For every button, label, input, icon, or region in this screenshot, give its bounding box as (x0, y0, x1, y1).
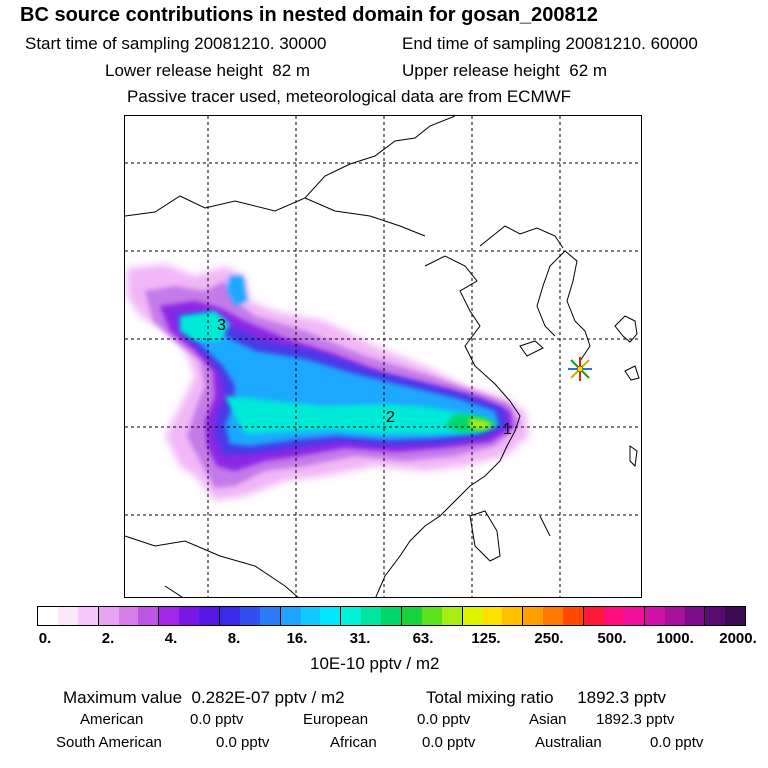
colorbar-segment (320, 607, 342, 625)
region-african-value: 0.0 pptv (422, 734, 476, 751)
region-south-american: South American (56, 734, 162, 751)
colorbar-segment (381, 607, 403, 625)
colorbar-segment (523, 607, 544, 625)
region-australian-value: 0.0 pptv (650, 734, 704, 751)
colorbar-segment (584, 607, 604, 625)
region-south-american-value: 0.0 pptv (216, 734, 270, 751)
colorbar-tick-label: 500. (597, 630, 627, 647)
end-label: End time of sampling (402, 34, 561, 53)
end-time: End time of sampling 20081210. 60000 (402, 34, 698, 54)
maximum-value: Maximum value 0.282E-07 pptv / m2 (63, 688, 345, 708)
colorbar (37, 606, 746, 626)
colorbar-segment (179, 607, 200, 625)
colorbar-segment (543, 607, 564, 625)
region-european: European (303, 711, 369, 728)
colorbar-tick-label: 63. (412, 630, 434, 647)
colorbar-tick-label: 250. (534, 630, 564, 647)
upper-release: Upper release height 62 m (402, 61, 607, 81)
colorbar-segment (98, 607, 119, 625)
colorbar-segment (138, 607, 160, 625)
total-mixing-ratio: Total mixing ratio 1892.3 pptv (426, 688, 666, 708)
start-time: Start time of sampling 20081210. 30000 (25, 34, 327, 54)
colorbar-tick-label: 8. (227, 630, 241, 647)
source-label-3: 3 (217, 317, 226, 334)
upper-value: 62 m (569, 61, 608, 80)
colorbar-segment (462, 607, 483, 625)
region-european-value: 0.0 pptv (417, 711, 471, 728)
colorbar-tick-label: 0. (38, 630, 52, 647)
start-value: 20081210. 30000 (194, 34, 327, 53)
map-canvas: 1 2 3 (125, 116, 641, 597)
page-title: BC source contributions in nested domain… (20, 4, 598, 26)
colorbar-tick-label: 1000. (656, 630, 694, 647)
colorbar-segment (57, 607, 78, 625)
colorbar-segment (77, 607, 99, 625)
total-value: 1892.3 pptv (577, 688, 667, 707)
tracer-note: Passive tracer used, meteorological data… (127, 87, 572, 106)
lower-release: Lower release height 82 m (105, 61, 310, 81)
colorbar-segment (421, 607, 442, 625)
colorbar-segment (623, 607, 645, 625)
concentration-plume (127, 264, 529, 501)
colorbar-segment (482, 607, 503, 625)
lower-value: 82 m (272, 61, 311, 80)
colorbar-tick-label: 2000. (719, 630, 757, 647)
end-value: 20081210. 60000 (565, 34, 698, 53)
colorbar-segment (684, 607, 706, 625)
source-label-1: 1 (503, 421, 512, 438)
colorbar-segment (300, 607, 321, 625)
graticule (125, 116, 641, 597)
colorbar-segment (361, 607, 382, 625)
colorbar-segment (603, 607, 624, 625)
region-australian: Australian (535, 734, 602, 751)
coastlines (125, 116, 640, 597)
colorbar-segment (159, 607, 180, 625)
max-label: Maximum value (63, 688, 183, 707)
colorbar-tick-label: 31. (349, 630, 371, 647)
colorbar-tick-label: 125. (471, 630, 501, 647)
colorbar-segment (664, 607, 685, 625)
colorbar-segment (199, 607, 221, 625)
colorbar-segment (644, 607, 665, 625)
colorbar-segment (725, 607, 746, 625)
colorbar-segment (341, 607, 362, 625)
colorbar-segment (118, 607, 139, 625)
colorbar-segment (259, 607, 281, 625)
region-american-value: 0.0 pptv (190, 711, 244, 728)
colorbar-segment (280, 607, 301, 625)
receptor-star-icon (568, 357, 592, 381)
colorbar-tick-label: 16. (286, 630, 308, 647)
upper-label: Upper release height (402, 61, 560, 80)
colorbar-ticks: 0. 2. 4. 8. 16. 31. 63. 125. 250. 500. 1000. 2000. (0, 630, 768, 650)
colorbar-segment (705, 607, 726, 625)
region-asian-value: 1892.3 pptv (596, 711, 675, 728)
region-american: American (80, 711, 144, 728)
lower-label: Lower release height (105, 61, 263, 80)
region-asian: Asian (529, 711, 567, 728)
start-label: Start time of sampling (25, 34, 190, 53)
colorbar-segment (402, 607, 422, 625)
colorbar-segment (563, 607, 585, 625)
region-african: African (330, 734, 377, 751)
colorbar-segment (220, 607, 240, 625)
colorbar-segment (239, 607, 260, 625)
map-panel: 1 2 3 (124, 115, 642, 598)
source-label-2: 2 (386, 409, 395, 426)
colorbar-tick-label: 2. (101, 630, 115, 647)
colorbar-tick-label: 4. (164, 630, 178, 647)
colorbar-segment (38, 607, 58, 625)
colorbar-unit: 10E-10 pptv / m2 (310, 654, 440, 673)
total-label: Total mixing ratio (426, 688, 554, 707)
max-value: 0.282E-07 pptv / m2 (191, 688, 345, 707)
colorbar-segment (441, 607, 463, 625)
colorbar-segment (502, 607, 524, 625)
